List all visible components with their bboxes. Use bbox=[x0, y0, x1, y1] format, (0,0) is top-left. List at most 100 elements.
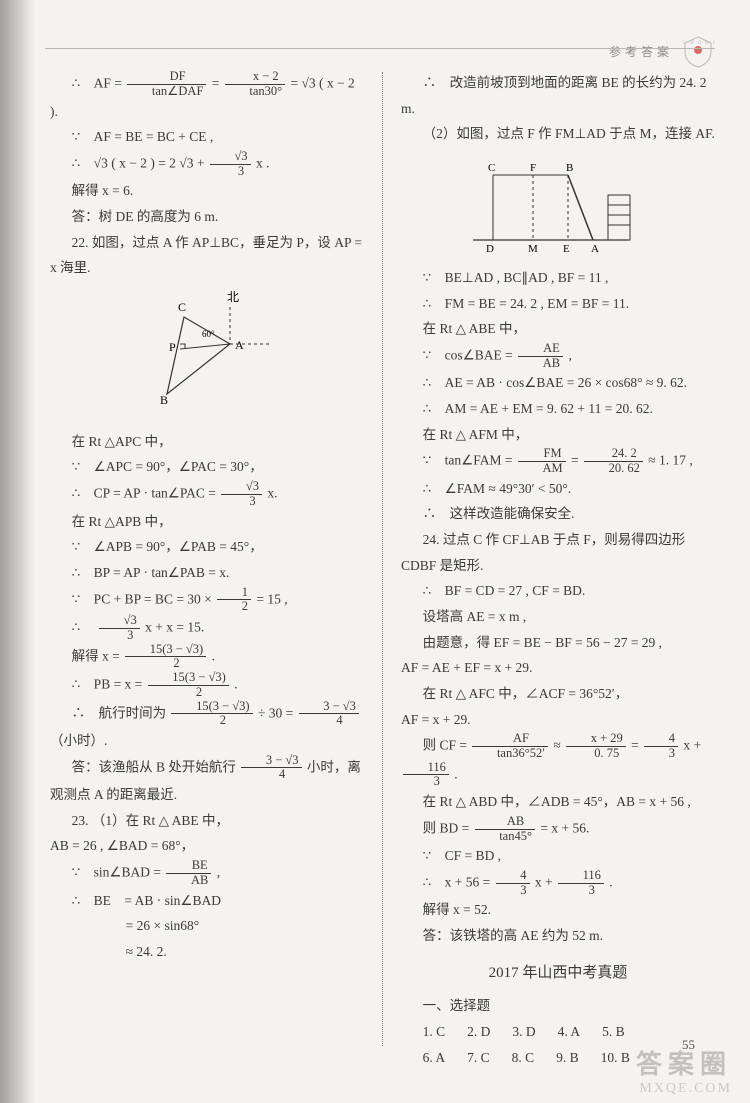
fraction: √33 bbox=[99, 614, 140, 643]
content-columns: ∴ AF = DFtan∠DAF = x − 2tan30° = √3 ( x … bbox=[50, 70, 715, 1048]
mc-answer: 1. C bbox=[423, 1019, 446, 1045]
exam-title: 2017 年山西中考真题 bbox=[401, 959, 715, 988]
eq-line: ∴ √33 x + x = 15. bbox=[50, 614, 364, 643]
fraction: √33 bbox=[221, 480, 262, 509]
text-line: ∴ BP = AP · tan∠PAB = x. bbox=[50, 560, 364, 586]
fraction: FMAM bbox=[518, 447, 566, 476]
fraction: √33 bbox=[210, 150, 251, 179]
text-line: ∴ FM = BE = 24. 2 , EM = BF = 11. bbox=[401, 291, 715, 317]
header-rule bbox=[45, 48, 715, 49]
text-line: （2）如图，过点 F 作 FM⊥AD 于点 M，连接 AF. bbox=[401, 121, 715, 147]
fraction: 15(3 − √3)2 bbox=[148, 671, 229, 700]
text-line: 在 Rt △ AFC 中，∠ACF = 36°52′， bbox=[401, 681, 715, 707]
eq-line: ∵ sin∠BAD = BEAB , bbox=[50, 859, 364, 888]
eq-line: ∴ 航行时间为 15(3 − √3)2 ÷ 30 = 3 − √34 （小时）. bbox=[50, 700, 364, 754]
text-line: 在 Rt △APC 中， bbox=[50, 429, 364, 455]
left-column: ∴ AF = DFtan∠DAF = x − 2tan30° = √3 ( x … bbox=[50, 70, 364, 1048]
fraction: 3 − √34 bbox=[299, 700, 359, 729]
mc-answer: 7. C bbox=[467, 1045, 490, 1071]
eq-line: ∴ CP = AP · tan∠PAC = √33 x. bbox=[50, 480, 364, 509]
eq-line: ∵ PC + BP = BC = 30 × 12 = 15 , bbox=[50, 586, 364, 615]
eq-line: 答：该渔船从 B 处开始航行 3 − √34 小时，离观测点 A 的距离最近. bbox=[50, 754, 364, 808]
fraction: 12 bbox=[217, 586, 251, 615]
svg-text:C: C bbox=[488, 162, 495, 174]
svg-text:B: B bbox=[160, 393, 168, 407]
fraction: 3 − √34 bbox=[241, 754, 301, 783]
fraction: BEAB bbox=[166, 859, 211, 888]
svg-text:D: D bbox=[486, 243, 494, 255]
eq-line: ∵ tan∠FAM = FMAM = 24. 220. 62 ≈ 1. 17 , bbox=[401, 447, 715, 476]
watermark-line2: MXQE.COM bbox=[636, 1081, 732, 1097]
fraction: 15(3 − √3)2 bbox=[125, 643, 206, 672]
svg-text:SCHOOL: SCHOOL bbox=[681, 41, 715, 46]
eq-line: ∴ PB = x = 15(3 − √3)2 . bbox=[50, 671, 364, 700]
fraction: 15(3 − √3)2 bbox=[171, 700, 252, 729]
watermark: 答案圈 MXQE.COM bbox=[636, 1044, 732, 1097]
text-line: ∴ BF = CD = 27 , CF = BD. bbox=[401, 578, 715, 604]
eq-line: ∵ cos∠BAE = AEAB , bbox=[401, 342, 715, 371]
svg-text:F: F bbox=[530, 162, 536, 174]
svg-text:北: 北 bbox=[227, 290, 239, 304]
svg-text:A: A bbox=[235, 338, 244, 352]
svg-text:60°: 60° bbox=[202, 329, 215, 339]
header-label: 参考答案 bbox=[609, 43, 673, 60]
text-line: 答：该铁塔的高 AE 约为 52 m. bbox=[401, 923, 715, 949]
mc-answer: 5. B bbox=[602, 1019, 625, 1045]
text-line: 在 Rt △ ABD 中，∠ADB = 45°，AB = x + 56 , bbox=[401, 789, 715, 815]
school-badge-icon: SCHOOL bbox=[681, 34, 715, 68]
text-line: ∵ ∠APB = 90°，∠PAB = 45°， bbox=[50, 534, 364, 560]
text-line: ∴ ∠FAM ≈ 49°30′ < 50°. bbox=[401, 476, 715, 502]
text-line: ∵ BE⊥AD , BC∥AD , BF = 11 , bbox=[401, 265, 715, 291]
fraction: AEAB bbox=[518, 342, 563, 371]
eq-line: 则 BD = ABtan45° = x + 56. bbox=[401, 815, 715, 844]
text-line: AF = AE + EF = x + 29. bbox=[401, 655, 715, 681]
page-binding-shadow bbox=[0, 0, 35, 1103]
text-line: 设塔高 AE = x m , bbox=[401, 604, 715, 630]
eq-line: ∴ AF = DFtan∠DAF = x − 2tan30° = √3 ( x … bbox=[50, 70, 364, 124]
fraction: x + 290. 75 bbox=[566, 732, 626, 761]
mc-answer: 4. A bbox=[558, 1019, 581, 1045]
svg-text:P: P bbox=[169, 340, 176, 354]
text-line: ∴ 这样改造能确保安全. bbox=[401, 501, 715, 527]
text-line: ∵ AF = BE = BC + CE , bbox=[50, 124, 364, 150]
eq-line: ∴ √3 ( x − 2 ) = 2 √3 + √33 x . bbox=[50, 150, 364, 179]
page-header: 参考答案 SCHOOL bbox=[609, 34, 715, 68]
mc-answer: 10. B bbox=[601, 1045, 630, 1071]
text-line: ≈ 24. 2. bbox=[50, 939, 364, 965]
fraction: x − 2tan30° bbox=[225, 70, 285, 99]
text-line: ∵ CF = BD , bbox=[401, 843, 715, 869]
figure-triangle: 北 C P B A 60° bbox=[50, 289, 364, 419]
svg-text:B: B bbox=[566, 162, 573, 174]
text-line: = 26 × sin68° bbox=[50, 913, 364, 939]
fraction: 24. 220. 62 bbox=[584, 447, 643, 476]
fraction: 1163 bbox=[558, 869, 604, 898]
column-divider bbox=[382, 72, 383, 1046]
text-line: 解得 x = 52. bbox=[401, 897, 715, 923]
text-line: ∴ 改造前坡顶到地面的距离 BE 的长约为 24. 2 m. bbox=[401, 70, 715, 121]
problem-24: 24. 过点 C 作 CF⊥AB 于点 F，则易得四边形 CDBF 是矩形. bbox=[401, 527, 715, 578]
mc-answer: 9. B bbox=[556, 1045, 579, 1071]
problem-23: 23. （1）在 Rt △ ABE 中， bbox=[50, 808, 364, 834]
text-line: 解得 x = 6. bbox=[50, 178, 364, 204]
fraction: AFtan36°52′ bbox=[472, 732, 548, 761]
fraction: DFtan∠DAF bbox=[127, 70, 206, 99]
mc-answer: 8. C bbox=[512, 1045, 535, 1071]
text-line: AB = 26 , ∠BAD = 68°， bbox=[50, 833, 364, 859]
eq-line: ∴ x + 56 = 43 x + 1163 . bbox=[401, 869, 715, 898]
text-line: AF = x + 29. bbox=[401, 707, 715, 733]
fraction: 43 bbox=[644, 732, 678, 761]
text-line: ∴ AE = AB · cos∠BAE = 26 × cos68° ≈ 9. 6… bbox=[401, 370, 715, 396]
eq-line: 解得 x = 15(3 − √3)2 . bbox=[50, 643, 364, 672]
mc-answer: 6. A bbox=[423, 1045, 446, 1071]
problem-22: 22. 如图，过点 A 作 AP⊥BC，垂足为 P，设 AP = x 海里. bbox=[50, 230, 364, 281]
svg-text:A: A bbox=[591, 243, 599, 255]
eq-line: 则 CF = AFtan36°52′ ≈ x + 290. 75 = 43 x … bbox=[401, 732, 715, 789]
text-line: 在 Rt △APB 中， bbox=[50, 509, 364, 535]
text-line: ∴ AM = AE + EM = 9. 62 + 11 = 20. 62. bbox=[401, 396, 715, 422]
svg-text:E: E bbox=[563, 243, 570, 255]
fraction: 43 bbox=[496, 869, 530, 898]
fraction: 1163 bbox=[403, 761, 449, 790]
svg-text:M: M bbox=[528, 243, 538, 255]
mc-answer: 2. D bbox=[467, 1019, 490, 1045]
text-line: ∴ BE = AB · sin∠BAD bbox=[50, 888, 364, 914]
